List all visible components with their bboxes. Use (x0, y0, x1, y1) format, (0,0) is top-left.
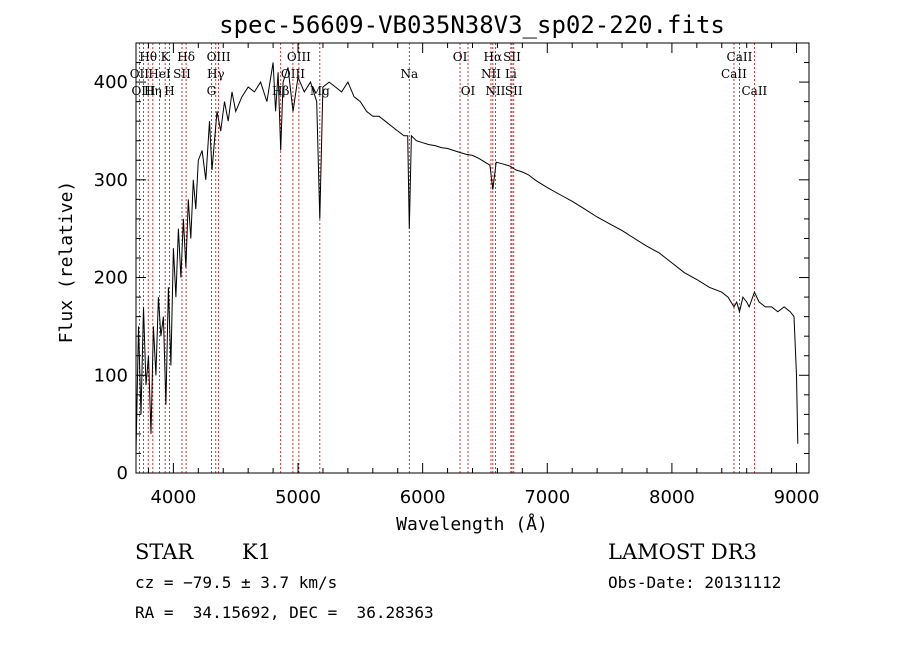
line-label: H (164, 84, 174, 98)
line-label: Hθ (139, 50, 157, 64)
x-tick-label: 4000 (150, 487, 196, 508)
x-tick-label: 8000 (649, 487, 695, 508)
line-label: Hδ (177, 50, 195, 64)
object-subclass: K1 (242, 540, 272, 564)
line-label: Hα (484, 50, 503, 64)
x-tick-label: 5000 (275, 487, 321, 508)
y-axis: 0 100 200 300 400 (94, 42, 809, 484)
y-tick-label: 100 (94, 365, 128, 386)
line-label: CaII (721, 67, 747, 81)
x-tick-label: 9000 (774, 487, 820, 508)
line-label: NII (481, 67, 501, 81)
y-tick-label: 300 (94, 170, 128, 191)
line-label: OIII (281, 67, 305, 81)
x-axis: 4000 5000 6000 7000 8000 9000 (147, 43, 820, 508)
line-label: K (161, 50, 171, 64)
line-label: Hγ (207, 67, 225, 81)
coordinates: RA = 34.15692, DEC = 36.28363 (135, 603, 434, 622)
line-label: Mg (310, 84, 330, 98)
emission-line-markers (138, 43, 755, 473)
line-label: SII (173, 67, 191, 81)
x-tick-label: 7000 (524, 487, 570, 508)
line-label: OIII (207, 50, 231, 64)
line-label: SII (503, 50, 521, 64)
y-tick-label: 0 (117, 463, 128, 484)
survey-name: LAMOST DR3 (608, 540, 757, 564)
line-label: G (207, 84, 217, 98)
line-label: OII (130, 67, 150, 81)
spectrum-line (135, 62, 799, 454)
y-tick-label: 200 (94, 268, 128, 289)
line-label: HeI (148, 67, 171, 81)
line-label: Li (505, 67, 517, 81)
line-label: Na (400, 67, 418, 81)
x-axis-label: Wavelength (Å) (396, 513, 548, 535)
line-label: CaII (727, 50, 753, 64)
y-axis-label: Flux (relative) (56, 181, 77, 344)
line-label: Hβ (272, 84, 289, 98)
line-label: OIII (287, 50, 311, 64)
y-tick-label: 400 (94, 72, 128, 93)
line-label: SII (505, 84, 523, 98)
line-label: OIII (131, 84, 155, 98)
line-label: Hη (144, 84, 162, 98)
line-label: CaII (741, 84, 767, 98)
observation-date: Obs-Date: 20131112 (608, 573, 782, 592)
chart-title: spec-56609-VB035N38V3_sp02-220.fits (219, 11, 725, 39)
line-label: OI (453, 50, 468, 64)
line-label: NII (485, 84, 505, 98)
object-class: STAR (135, 540, 194, 564)
x-tick-label: 6000 (400, 487, 446, 508)
redshift-cz: cz = −79.5 ± 3.7 km/s (135, 573, 338, 592)
line-label: OI (461, 84, 476, 98)
